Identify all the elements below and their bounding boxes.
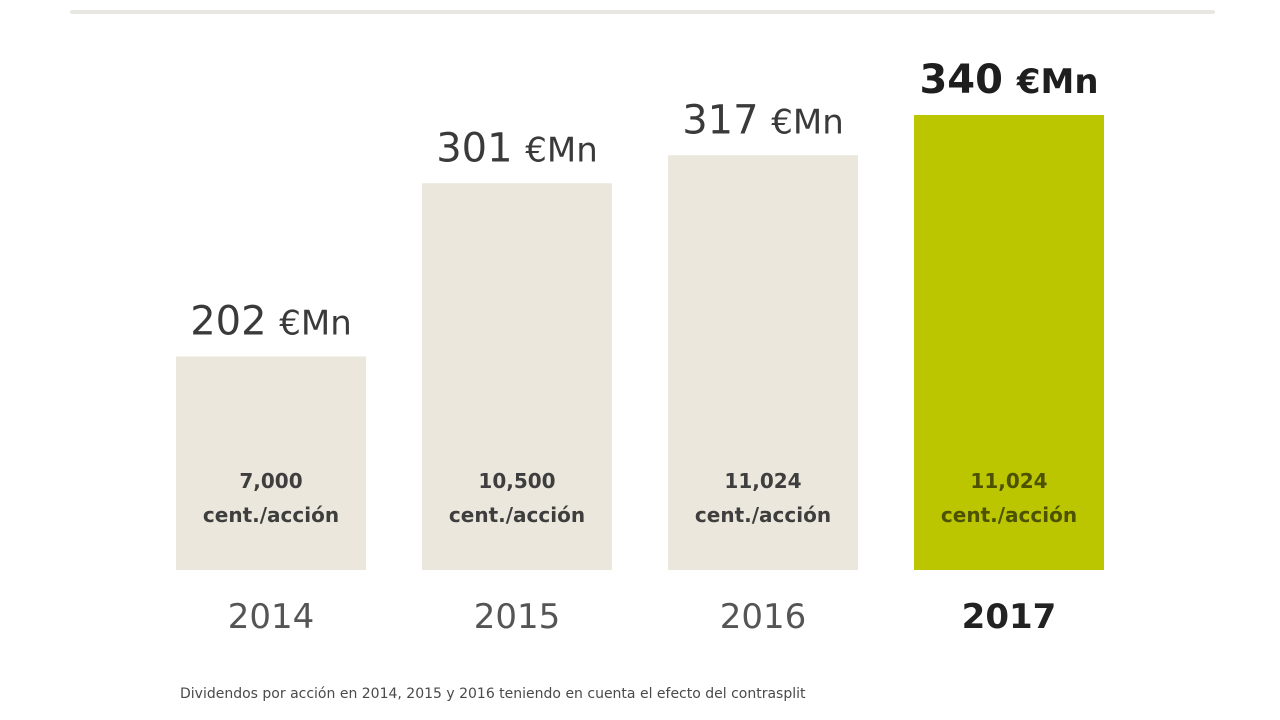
per-share-unit-2014: cent./acción bbox=[203, 503, 339, 527]
category-label-2014: 2014 bbox=[228, 597, 315, 637]
value-label-2014: 202 €Mn bbox=[190, 299, 352, 345]
bar-2017 bbox=[914, 115, 1104, 570]
per-share-value-2017: 11,024 bbox=[970, 469, 1047, 493]
per-share-unit-2017: cent./acción bbox=[941, 503, 1077, 527]
bar-2016 bbox=[668, 155, 858, 570]
footnote: Dividendos por acción en 2014, 2015 y 20… bbox=[180, 686, 806, 702]
dividend-bar-chart: 202 €Mn 7,000 cent./acción 2014 301 €Mn 10,50… bbox=[176, 57, 1104, 637]
bar-2015 bbox=[422, 183, 612, 570]
bar-2014 bbox=[176, 356, 366, 570]
category-label-2017: 2017 bbox=[962, 597, 1057, 637]
value-label-2015: 301 €Mn bbox=[436, 125, 598, 171]
category-label-2015: 2015 bbox=[474, 597, 561, 637]
per-share-unit-2015: cent./acción bbox=[449, 503, 585, 527]
value-label-2017: 340 €Mn bbox=[919, 57, 1098, 103]
per-share-value-2014: 7,000 bbox=[239, 469, 302, 493]
category-label-2016: 2016 bbox=[720, 597, 807, 637]
top-divider bbox=[70, 10, 1215, 14]
per-share-value-2015: 10,500 bbox=[478, 469, 555, 493]
value-label-2016: 317 €Mn bbox=[682, 97, 844, 143]
per-share-unit-2016: cent./acción bbox=[695, 503, 831, 527]
per-share-value-2016: 11,024 bbox=[724, 469, 801, 493]
